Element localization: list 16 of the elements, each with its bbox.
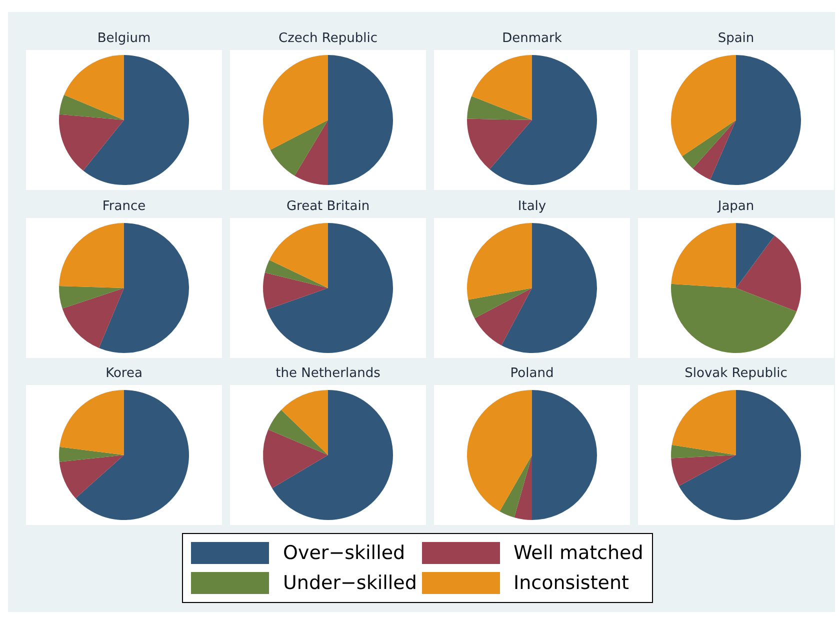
legend-label: Well matched — [514, 542, 644, 564]
legend-label: Under−skilled — [283, 572, 417, 594]
chart-title: Denmark — [501, 30, 563, 48]
chart-title: Poland — [509, 365, 555, 383]
chart-title: Korea — [104, 365, 144, 383]
chart-title: France — [101, 198, 147, 216]
chart-title: Slovak Republic — [684, 365, 788, 383]
chart-title: Great Britain — [285, 198, 371, 216]
chart-title: Italy — [516, 198, 548, 216]
legend-label: Over−skilled — [283, 542, 406, 564]
chart-title: Belgium — [96, 30, 152, 48]
chart-title: Czech Republic — [278, 30, 378, 48]
legend-label: Inconsistent — [514, 572, 629, 594]
chart-title: the Netherlands — [274, 365, 382, 383]
chart-title: Spain — [716, 30, 756, 48]
chart-title: Japan — [716, 198, 756, 216]
